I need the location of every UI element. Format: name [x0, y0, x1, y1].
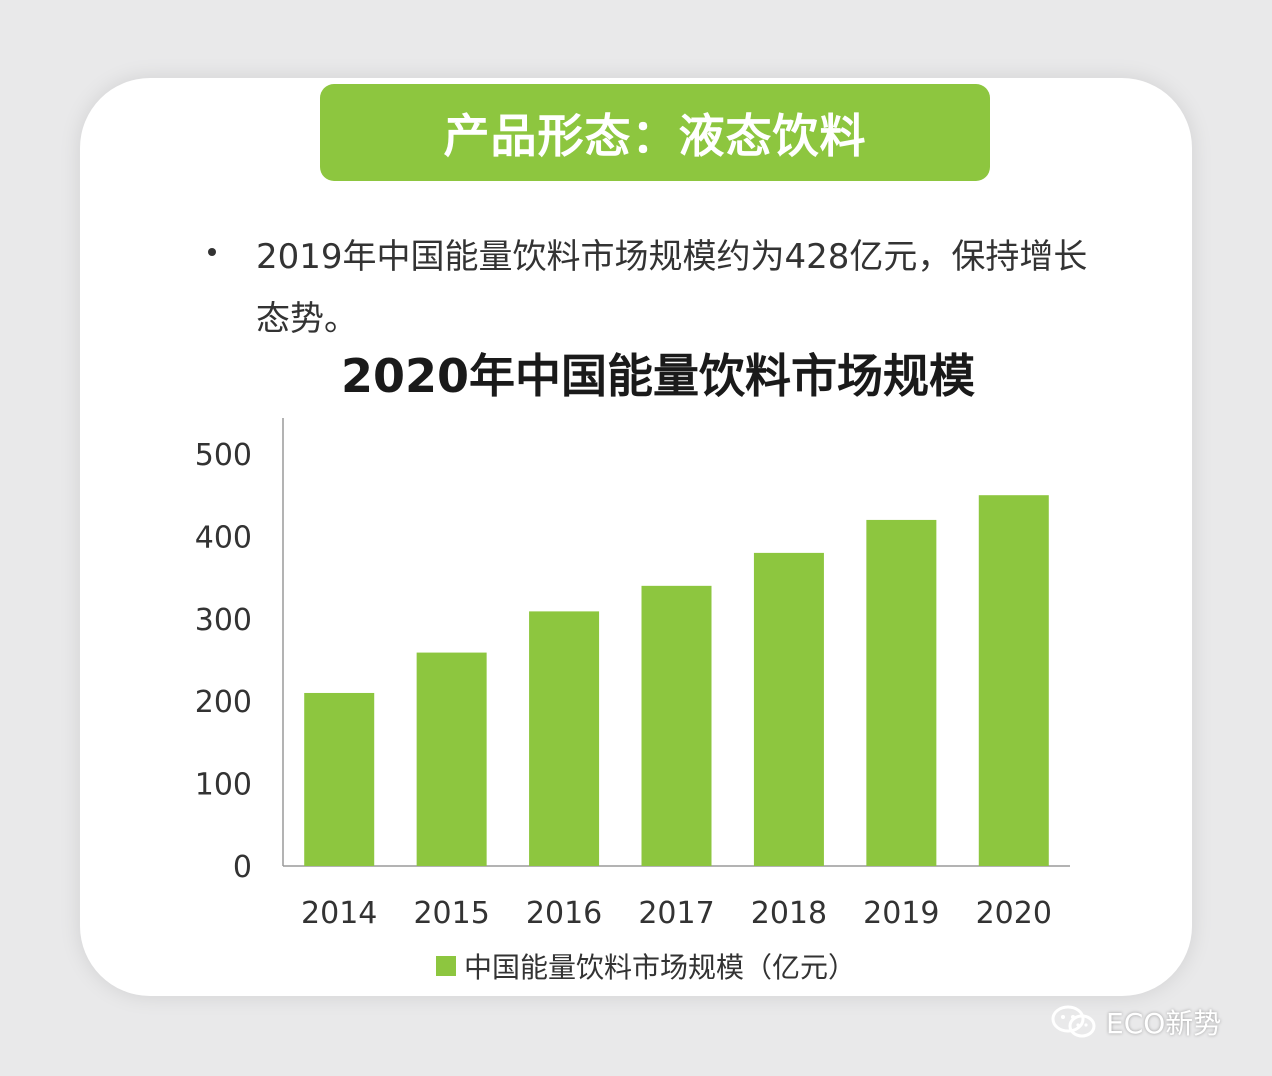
x-tick-label: 2019: [863, 896, 939, 931]
x-tick-label: 2014: [301, 896, 377, 931]
bar-2014: [304, 692, 375, 866]
x-tick-label: 2020: [976, 896, 1052, 931]
x-tick-label: 2016: [526, 896, 602, 931]
y-tick-label: 500: [195, 438, 252, 473]
legend-swatch: [436, 956, 456, 976]
y-tick-label: 100: [195, 768, 252, 803]
x-tick-label: 2017: [638, 896, 714, 931]
bar-2015: [416, 652, 487, 866]
header-title: 产品形态：液态饮料: [443, 108, 867, 163]
x-tick-label: 2015: [413, 896, 489, 931]
watermark-text: ECO新势: [1106, 1007, 1222, 1040]
bar-2018: [753, 552, 824, 866]
bar-2016: [529, 611, 600, 866]
bullet-text: 2019年中国能量饮料市场规模约为428亿元，保持增长态势。: [256, 237, 1088, 339]
chart-title: 2020年中国能量饮料市场规模: [340, 349, 976, 403]
x-tick-label: 2018: [751, 896, 827, 931]
bar-2019: [866, 519, 937, 866]
wechat-icon: [1051, 1005, 1096, 1038]
bullet-dot: [208, 248, 216, 256]
watermark: ECO新势: [1050, 1002, 1221, 1042]
y-tick-label: 200: [195, 685, 252, 720]
y-tick-label: 300: [195, 603, 252, 638]
y-tick-label: 0: [233, 850, 252, 885]
legend-label: 中国能量饮料市场规模（亿元）: [464, 951, 857, 984]
header-banner: 产品形态：液态饮料: [320, 84, 990, 181]
chart-legend: 中国能量饮料市场规模（亿元）: [436, 946, 856, 986]
bar-2020: [978, 495, 1049, 866]
bar-2017: [641, 585, 712, 866]
y-tick-label: 400: [195, 520, 252, 555]
